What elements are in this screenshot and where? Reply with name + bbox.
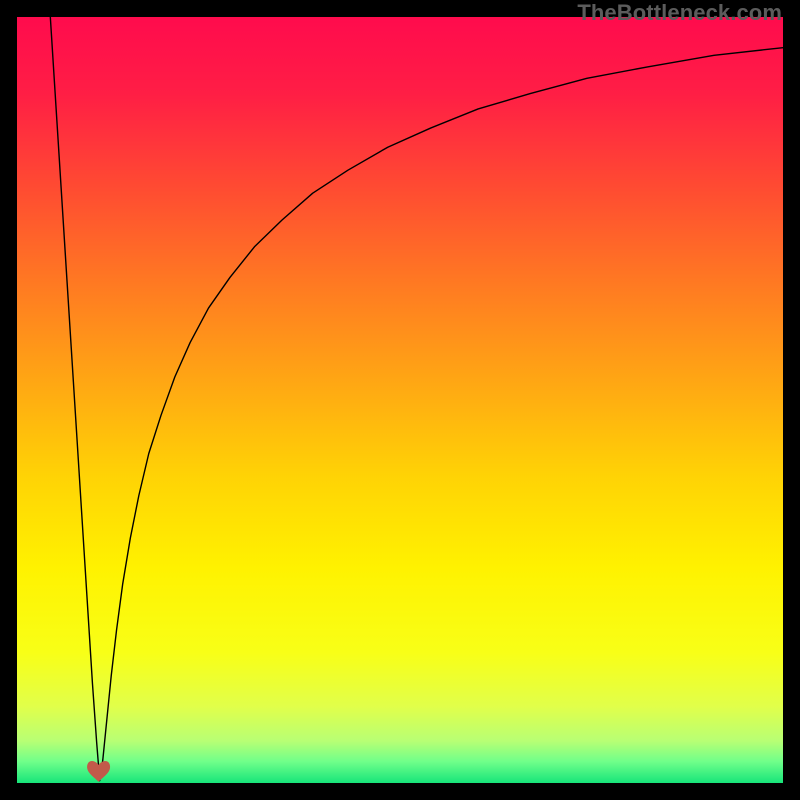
plot-area: [17, 17, 783, 783]
chart-container: TheBottleneck.com: [0, 0, 800, 800]
heart-marker-layer: [17, 17, 783, 783]
heart-marker-icon: [87, 761, 110, 782]
